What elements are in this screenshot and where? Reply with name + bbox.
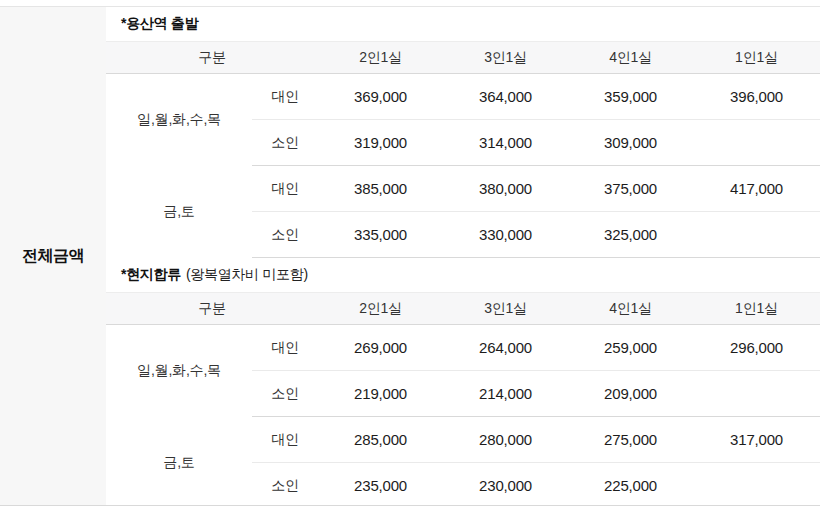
person-type-cell: 소인 [252, 212, 318, 258]
empty-price-cell [693, 371, 820, 417]
total-amount-label: 전체금액 [22, 246, 84, 267]
price-cell: 375,000 [568, 166, 693, 212]
price-cell: 230,000 [443, 463, 568, 506]
col-header-room2: 2인1실 [318, 293, 443, 325]
price-section-yongsan: *용산역 출발 구분 2인1실 3인1실 4인1실 1인1실 [106, 7, 820, 258]
price-cell: 417,000 [693, 166, 820, 212]
person-type-cell: 소인 [252, 463, 318, 506]
table-row: 금,토 대인 385,000 380,000 375,000 417,000 [106, 166, 820, 212]
col-header-category: 구분 [106, 293, 318, 325]
table-header-row: 구분 2인1실 3인1실 4인1실 1인1실 [106, 293, 820, 325]
person-type-cell: 소인 [252, 120, 318, 166]
price-cell: 259,000 [568, 325, 693, 371]
col-header-room3: 3인1실 [443, 293, 568, 325]
price-cell: 369,000 [318, 74, 443, 120]
day-group-cell: 일,월,화,수,목 [106, 325, 252, 417]
price-info-panel: 전체금액 *용산역 출발 구분 2인1실 3인1실 4인1실 1인 [0, 6, 820, 506]
price-cell: 296,000 [693, 325, 820, 371]
price-cell: 396,000 [693, 74, 820, 120]
price-cell: 214,000 [443, 371, 568, 417]
price-cell: 317,000 [693, 417, 820, 463]
price-cell: 359,000 [568, 74, 693, 120]
person-type-cell: 대인 [252, 325, 318, 371]
price-cell: 364,000 [443, 74, 568, 120]
price-cell: 209,000 [568, 371, 693, 417]
person-type-cell: 소인 [252, 371, 318, 417]
section-title-local-join: *현지합류 (왕복열차비 미포함) [106, 258, 820, 292]
day-group-cell: 일,월,화,수,목 [106, 74, 252, 166]
price-table-yongsan: 구분 2인1실 3인1실 4인1실 1인1실 일,월,화,수,목 대인 369,… [106, 41, 820, 258]
col-header-room1: 1인1실 [693, 42, 820, 74]
day-group-cell: 금,토 [106, 417, 252, 506]
price-table-local-join: 구분 2인1실 3인1실 4인1실 1인1실 일,월,화,수,목 대인 269,… [106, 292, 820, 505]
col-header-room4: 4인1실 [568, 293, 693, 325]
price-cell: 235,000 [318, 463, 443, 506]
empty-price-cell [693, 463, 820, 506]
price-cell: 319,000 [318, 120, 443, 166]
price-cell: 285,000 [318, 417, 443, 463]
price-cell: 219,000 [318, 371, 443, 417]
section-title-yongsan: *용산역 출발 [106, 7, 820, 41]
empty-price-cell [693, 212, 820, 258]
table-header-row: 구분 2인1실 3인1실 4인1실 1인1실 [106, 42, 820, 74]
table-row: 일,월,화,수,목 대인 269,000 264,000 259,000 296… [106, 325, 820, 371]
price-cell: 264,000 [443, 325, 568, 371]
col-header-room2: 2인1실 [318, 42, 443, 74]
price-section-local-join: *현지합류 (왕복열차비 미포함) 구분 2인1실 3인1실 4인1실 1인1실 [106, 258, 820, 505]
price-cell: 269,000 [318, 325, 443, 371]
col-header-room3: 3인1실 [443, 42, 568, 74]
price-cell: 280,000 [443, 417, 568, 463]
section-title-text: *용산역 출발 [121, 15, 198, 33]
row-header-total-amount: 전체금액 [0, 7, 106, 505]
price-tables-area: *용산역 출발 구분 2인1실 3인1실 4인1실 1인1실 [106, 7, 820, 505]
col-header-category: 구분 [106, 42, 318, 74]
section-title-text: *현지합류 [121, 266, 181, 284]
price-cell: 309,000 [568, 120, 693, 166]
table-row: 금,토 대인 285,000 280,000 275,000 317,000 [106, 417, 820, 463]
price-cell: 275,000 [568, 417, 693, 463]
price-cell: 380,000 [443, 166, 568, 212]
price-cell: 330,000 [443, 212, 568, 258]
price-cell: 335,000 [318, 212, 443, 258]
price-cell: 385,000 [318, 166, 443, 212]
empty-price-cell [693, 120, 820, 166]
section-subtitle-text: (왕복열차비 미포함) [186, 266, 308, 284]
person-type-cell: 대인 [252, 74, 318, 120]
person-type-cell: 대인 [252, 166, 318, 212]
person-type-cell: 대인 [252, 417, 318, 463]
price-cell: 314,000 [443, 120, 568, 166]
price-cell: 225,000 [568, 463, 693, 506]
table-row: 일,월,화,수,목 대인 369,000 364,000 359,000 396… [106, 74, 820, 120]
price-cell: 325,000 [568, 212, 693, 258]
col-header-room1: 1인1실 [693, 293, 820, 325]
day-group-cell: 금,토 [106, 166, 252, 258]
col-header-room4: 4인1실 [568, 42, 693, 74]
